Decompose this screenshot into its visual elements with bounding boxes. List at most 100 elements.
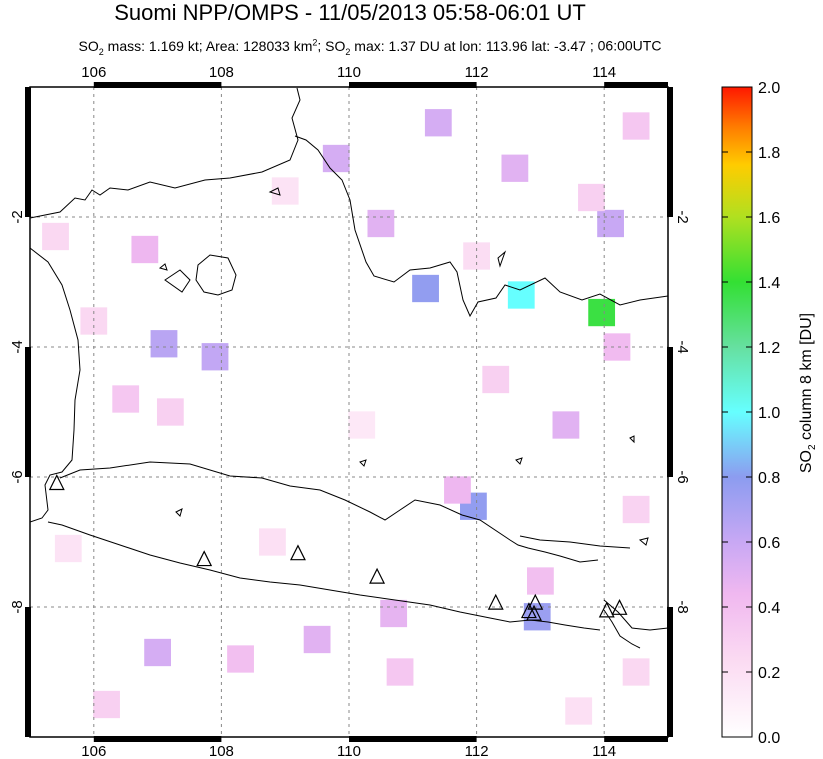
area-text: Area: 128033 km2 xyxy=(205,37,318,54)
colorbar-tick-label: 1.8 xyxy=(758,145,780,162)
left-axis-bar xyxy=(25,347,31,477)
top-axis-bar xyxy=(349,82,477,88)
colorbar-tick-label: 0.2 xyxy=(758,665,780,682)
small-islands xyxy=(158,187,649,546)
so2-pixel xyxy=(552,411,580,439)
right-axis-bar xyxy=(667,607,673,737)
so2-pixel xyxy=(412,274,439,303)
colorbar-tick-label: 1.2 xyxy=(758,340,780,357)
axis-tick-labels: 106 106 108 108 110 110 112 112 114 114 -2 -2 -4 -4 -6… xyxy=(9,64,691,759)
lat-tick-label-left: -8 xyxy=(9,600,26,613)
lon-tick-label-bottom: 112 xyxy=(465,743,489,759)
lat-tick-label-right: -4 xyxy=(674,340,691,353)
lon-tick-label-top: 112 xyxy=(465,64,489,81)
colorbar-tick-label: 0.8 xyxy=(758,470,780,487)
volcano-triangle xyxy=(48,474,65,491)
volcano-triangle xyxy=(369,567,386,584)
so2-pixel xyxy=(444,476,471,504)
so2-pixel xyxy=(259,528,286,556)
so2-pixel xyxy=(322,144,350,173)
sumatra-coast xyxy=(30,247,81,523)
so2-pixel xyxy=(622,495,650,524)
lon-tick-label-bottom: 106 xyxy=(81,743,106,759)
map-title: Suomi NPP/OMPS - 11/05/2013 05:58-06:01 … xyxy=(114,0,586,25)
right-axis-bar xyxy=(667,87,673,217)
bottom-axis-bar xyxy=(349,736,477,742)
volcano-markers xyxy=(48,474,628,621)
lat-tick-label-right: -2 xyxy=(674,210,691,223)
so2-pixel xyxy=(386,658,414,686)
so2-pixel xyxy=(424,109,452,137)
volcano-triangle xyxy=(196,550,213,567)
so2-pixel xyxy=(303,625,331,654)
top-axis-bar xyxy=(93,82,222,88)
colorbar-tick-label: 0.0 xyxy=(758,730,780,747)
so2-pixel xyxy=(367,209,395,238)
belitung-island xyxy=(195,254,237,296)
borneo-coast xyxy=(30,87,668,318)
lon-tick-label-top: 114 xyxy=(592,64,616,81)
colorbar-tick-label: 1.0 xyxy=(758,405,780,422)
so2-pixel xyxy=(501,154,529,182)
so2-pixel xyxy=(588,298,616,327)
so2-pixel xyxy=(507,281,535,309)
volcano-triangle xyxy=(487,593,504,610)
lat-tick-label-left: -2 xyxy=(9,210,26,223)
so2-pixel xyxy=(527,567,554,595)
colorbar-tick-label: 0.6 xyxy=(758,535,780,552)
so2-mass-text: SO2 mass: 1.169 kt xyxy=(78,37,199,57)
left-axis-bar xyxy=(25,87,31,217)
colorbar-tick-label: 1.4 xyxy=(758,275,780,292)
lat-tick-label-right: -8 xyxy=(674,600,691,613)
so2-pixel xyxy=(597,209,624,238)
volcano-triangle xyxy=(526,604,542,621)
so2-pixel xyxy=(144,638,171,667)
lat-lon-grid xyxy=(30,87,668,737)
volcano-triangle xyxy=(289,544,306,561)
so2-pixel xyxy=(271,177,299,205)
top-axis-bar xyxy=(604,82,668,88)
time-text: 06:00UTC xyxy=(597,37,662,54)
so2-pixel xyxy=(54,534,82,563)
volcano-triangle xyxy=(611,598,628,615)
so2-pixel xyxy=(622,658,650,686)
so2-pixel xyxy=(156,398,184,426)
lon-tick-label-bottom: 114 xyxy=(592,743,616,759)
lon-tick-label-top: 110 xyxy=(337,64,361,81)
bottom-axis-bar xyxy=(604,736,668,742)
madura-island xyxy=(519,535,631,549)
right-axis-bar xyxy=(667,347,673,477)
so2-pixel xyxy=(201,343,229,371)
colorbar-label: SO2 column 8 km [DU] xyxy=(798,312,819,474)
map-subtitle: SO2 mass: 1.169 kt; Area: 128033 km2; SO… xyxy=(78,37,662,57)
lat-tick-label-left: -6 xyxy=(9,470,26,483)
so2-pixel-layer xyxy=(42,109,650,725)
so2-pixel xyxy=(131,235,159,264)
colorbar-tick-label: 0.4 xyxy=(758,600,780,617)
axis-frame-bars xyxy=(25,82,673,742)
colorbar-ticks: 0.0 0.2 0.4 0.6 0.8 1.0 1.2 1.4 1.6 1.8 2.0 xyxy=(722,80,780,747)
so2-pixel xyxy=(42,222,69,251)
lat-tick-label-right: -6 xyxy=(674,470,691,483)
volcano-triangle xyxy=(520,602,537,619)
so2-pixel xyxy=(112,385,140,413)
bottom-axis-bar xyxy=(93,736,222,742)
volcano-triangle xyxy=(598,601,615,618)
lon-tick-label-bottom: 108 xyxy=(209,743,234,759)
so2-pixel xyxy=(565,697,593,725)
lon-tick-label-top: 106 xyxy=(81,64,106,81)
so2-pixel xyxy=(622,112,650,140)
colorbar-tick-label: 2.0 xyxy=(758,80,780,97)
so2-pixel xyxy=(578,183,605,212)
lon-tick-label-bottom: 110 xyxy=(337,743,361,759)
lon-tick-label-top: 108 xyxy=(209,64,234,81)
colorbar-tick-label: 1.6 xyxy=(758,210,780,227)
so2-pixel xyxy=(482,365,510,394)
so2-pixel xyxy=(380,599,408,628)
left-axis-bar xyxy=(25,607,31,737)
bali-lombok-coast xyxy=(603,599,668,649)
coastlines xyxy=(30,87,668,649)
lat-tick-label-left: -4 xyxy=(9,340,26,353)
so2-pixel xyxy=(150,330,178,358)
